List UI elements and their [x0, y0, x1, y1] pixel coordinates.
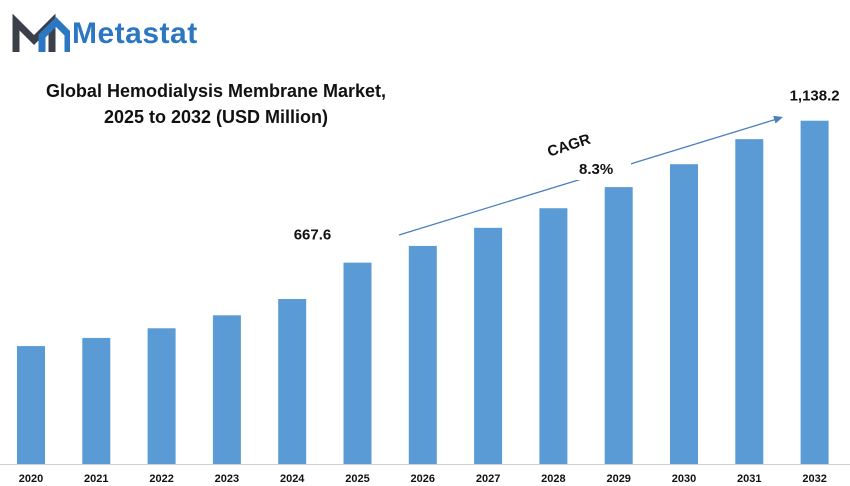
bar-2024	[278, 299, 307, 464]
brand-name: Metastat	[72, 17, 198, 50]
bar-2022	[147, 328, 176, 464]
cagr-arrowhead-icon	[773, 115, 783, 124]
bar-2030	[670, 164, 698, 464]
x-tick-label-2022: 2022	[149, 473, 173, 485]
data-label-2032: 1,138.2	[790, 88, 840, 105]
cagr-label-background	[545, 140, 631, 180]
x-tick-label-2029: 2029	[606, 473, 630, 485]
x-tick-label-2026: 2026	[411, 473, 435, 485]
x-tick-label-2028: 2028	[541, 473, 565, 485]
metastat-m-logo-icon	[12, 14, 70, 52]
x-tick-label-2023: 2023	[215, 473, 239, 485]
bar-2029	[604, 187, 633, 464]
bar-2028	[539, 208, 568, 464]
x-tick-label-2030: 2030	[672, 473, 696, 485]
x-tick-label-2024: 2024	[280, 473, 305, 485]
x-tick-label-2031: 2031	[737, 473, 761, 485]
bar-2023	[212, 315, 241, 464]
bar-2021	[82, 337, 111, 464]
data-label-2025: 667.6	[294, 227, 332, 244]
x-tick-label-2027: 2027	[476, 473, 500, 485]
x-tick-label-2025: 2025	[345, 473, 369, 485]
bar-2025	[343, 262, 372, 464]
bar-2026	[408, 245, 437, 464]
bar-2032	[800, 120, 829, 464]
bars-group	[17, 120, 829, 464]
data-labels-group: 667.6 1,138.2	[294, 88, 840, 244]
bar-2027	[474, 227, 503, 464]
chart-title-block: Global Hemodialysis Membrane Market, 202…	[16, 78, 416, 130]
x-tick-labels-group: 2020 2021 2022 2023 2024 2025 2026 2027 2028 2029…	[19, 473, 827, 485]
bar-2020	[17, 346, 45, 464]
chart-title: Global Hemodialysis Membrane Market,	[45, 81, 387, 101]
cagr-value: 8.3%	[579, 161, 614, 178]
bar-2031	[735, 139, 764, 464]
x-tick-label-2032: 2032	[802, 473, 826, 485]
chart-subtitle: 2025 to 2032 (USD Million)	[103, 107, 329, 127]
x-tick-label-2020: 2020	[19, 473, 43, 485]
brand-logo: Metastat	[12, 14, 198, 54]
x-tick-label-2021: 2021	[84, 473, 108, 485]
